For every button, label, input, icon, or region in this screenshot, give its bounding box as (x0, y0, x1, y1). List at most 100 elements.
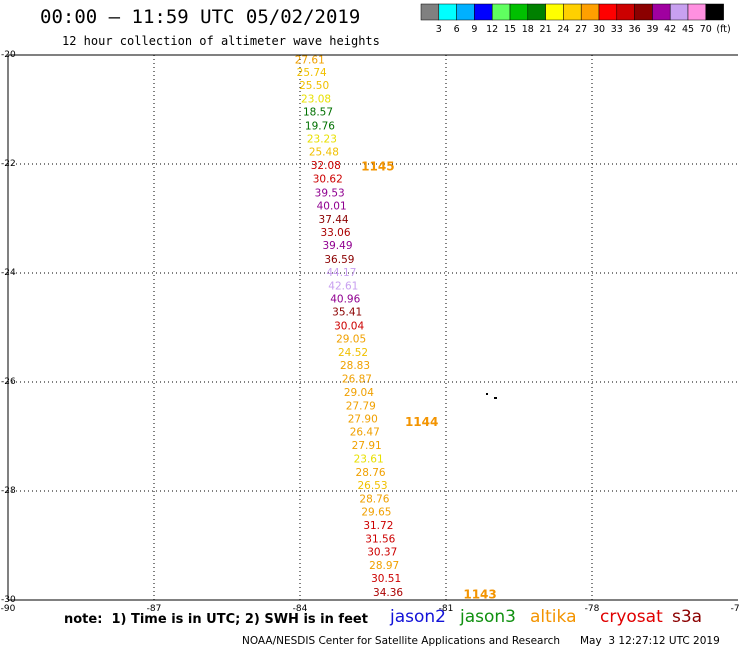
colorbar-label: 12 (486, 24, 498, 35)
wave-height-point: 23.23 (307, 133, 337, 145)
pass-time-label: 1145 (361, 160, 394, 174)
chart-subtitle: 12 hour collection of altimeter wave hei… (62, 34, 380, 48)
wave-height-point: 26.53 (357, 480, 387, 492)
wave-height-point: 25.48 (309, 146, 339, 158)
wave-height-point: 25.50 (299, 80, 329, 92)
colorbar-label: 39 (646, 24, 658, 35)
colorbar-label: 6 (454, 24, 460, 35)
plot-grid (8, 55, 738, 600)
x-tick-label: -87 (147, 604, 162, 614)
wave-height-point: 36.59 (324, 254, 354, 266)
colorbar-swatch (491, 3, 511, 21)
footnote: note: 1) Time is in UTC; 2) SWH is in fe… (64, 612, 368, 627)
wave-height-point: 19.76 (305, 120, 335, 132)
time-labels: 1145 1144 1143 (361, 160, 497, 602)
y-tick-label: -22 (1, 159, 16, 169)
colorbar-swatch (634, 3, 653, 21)
credit-line: NOAA/NESDIS Center for Satellite Applica… (242, 635, 560, 647)
wave-height-point: 25.74 (297, 67, 327, 79)
wave-height-point: 40.01 (317, 200, 347, 212)
colorbar-swatch (420, 3, 440, 21)
chart-title: 00:00 – 11:59 UTC 05/02/2019 (40, 6, 361, 28)
island-mark (486, 393, 488, 395)
legend-jason3: jason3 (460, 607, 516, 627)
y-tick-label: -30 (1, 595, 16, 605)
wave-height-point: 39.53 (315, 187, 345, 199)
wave-height-point: 29.65 (361, 507, 391, 519)
wave-height-point: 23.61 (354, 453, 384, 465)
y-tick-label: -24 (1, 268, 16, 278)
colorbar-label: 33 (611, 24, 623, 35)
wave-height-point: 28.76 (359, 494, 389, 506)
wave-height-point: 27.61 (295, 54, 325, 66)
colorbar-swatch (509, 3, 529, 21)
colorbar-label: 30 (593, 24, 605, 35)
colorbar-label: 36 (629, 24, 641, 35)
wave-height-point: 30.37 (367, 546, 397, 558)
wave-height-point: 29.04 (344, 387, 374, 399)
colorbar-swatch (669, 3, 689, 21)
colorbar-swatch (438, 3, 457, 21)
wave-height-point: 31.72 (363, 520, 393, 532)
colorbar-swatch (474, 3, 493, 21)
wave-height-point: 27.91 (352, 440, 382, 452)
wave-height-point: 35.41 (332, 307, 362, 319)
colorbar-label: (ft) (716, 24, 730, 35)
x-tick-label: -78 (585, 604, 600, 614)
island-marks (486, 393, 497, 399)
colorbar-swatch (563, 3, 582, 21)
y-tick-label: -20 (1, 50, 16, 60)
pass-time-label: 1143 (463, 588, 496, 602)
y-tick-label: -28 (1, 486, 16, 496)
legend-cryosat: cryosat (600, 607, 663, 627)
wave-height-point: 28.97 (369, 560, 399, 572)
colorbar-swatch (580, 3, 600, 21)
colorbar-swatch (527, 3, 546, 21)
legend-s3a: s3a (672, 607, 703, 627)
plot-frame (7, 54, 738, 601)
wave-height-point: 28.83 (340, 360, 370, 372)
wave-height-point: 29.05 (336, 333, 366, 345)
wave-height-point: 24.52 (338, 347, 368, 359)
colorbar-label: 27 (575, 24, 587, 35)
x-tick-label: -90 (1, 604, 16, 614)
color-scale-legend: 3 6 9 12 15 18 21 24 27 30 33 36 39 42 45 70 (ft) (420, 3, 731, 35)
legend-altika: altika (530, 607, 577, 627)
colorbar-label: 70 (700, 24, 712, 35)
colorbar-label: 18 (522, 24, 534, 35)
wave-height-point: 30.51 (371, 573, 401, 585)
wave-height-point: 40.96 (330, 294, 360, 306)
colorbar-label: 24 (557, 24, 569, 35)
colorbar-label: 15 (504, 24, 516, 35)
colorbar-label: 21 (540, 24, 552, 35)
wave-height-point: 26.47 (350, 427, 380, 439)
generated-timestamp: May 3 12:27:12 UTC 2019 (580, 635, 720, 647)
colorbar-swatch (687, 3, 707, 21)
colorbar-label: 3 (436, 24, 442, 35)
wave-height-point: 30.04 (334, 320, 364, 332)
wave-height-point: 31.56 (365, 533, 395, 545)
x-tick-label: -81 (439, 604, 454, 614)
colorbar-swatch (616, 3, 635, 21)
y-tick-label: -26 (1, 377, 16, 387)
wave-height-point: 37.44 (319, 214, 349, 226)
x-tick-label: -84 (293, 604, 308, 614)
wave-height-point: 32.08 (311, 160, 341, 172)
wave-height-point: 26.87 (342, 374, 372, 386)
wave-height-point: 27.90 (348, 414, 378, 426)
island-mark (494, 397, 497, 399)
wave-height-point: 28.76 (356, 467, 386, 479)
colorbar-swatch (652, 3, 671, 21)
colorbar-swatch (545, 3, 564, 21)
pass-time-label: 1144 (405, 415, 438, 429)
wave-height-point: 33.06 (320, 227, 350, 239)
wave-height-point: 18.57 (303, 107, 333, 119)
x-tick-label: -75 (731, 604, 740, 614)
colorbar-swatch (598, 3, 618, 21)
wave-height-point: 42.61 (328, 281, 358, 293)
wave-height-point: 30.62 (313, 174, 343, 186)
wave-height-point: 44.17 (326, 267, 356, 279)
colorbar-label: 42 (664, 24, 676, 35)
axis-ticks: -90 -87 -84 -81 -78 -75 -20 -22 -24 -26 -28 -30 (1, 50, 740, 614)
